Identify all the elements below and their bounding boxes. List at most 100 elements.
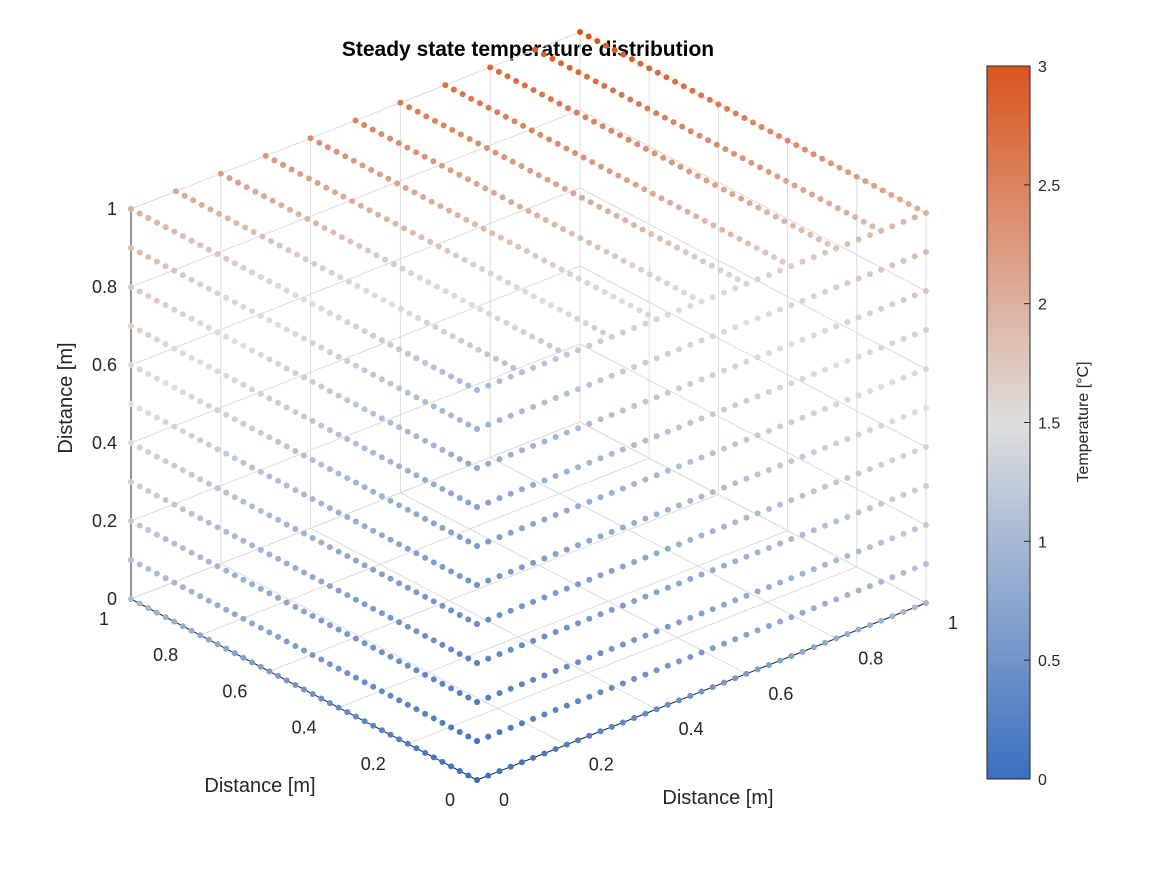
data-point	[233, 220, 240, 226]
data-point	[541, 257, 548, 264]
data-point	[387, 536, 394, 543]
data-point	[205, 558, 212, 565]
data-point	[783, 177, 789, 184]
data-point	[214, 329, 221, 336]
data-point	[387, 731, 394, 738]
data-point	[698, 298, 705, 305]
data-point	[458, 337, 465, 344]
data-point	[335, 353, 342, 360]
data-point	[534, 212, 541, 219]
data-point	[741, 115, 748, 121]
data-point	[788, 302, 795, 309]
z-tick-label: 0.4	[92, 433, 117, 453]
data-point	[674, 244, 681, 251]
data-point	[715, 101, 722, 108]
data-point	[732, 324, 739, 331]
data-point	[549, 261, 556, 268]
data-point	[914, 205, 921, 212]
data-point	[900, 491, 907, 498]
data-point	[240, 303, 247, 310]
data-point	[259, 233, 266, 240]
data-point	[807, 231, 814, 238]
data-point	[276, 242, 283, 249]
data-point	[687, 302, 694, 309]
data-point	[162, 302, 169, 309]
data-point	[335, 704, 342, 711]
data-point	[878, 578, 885, 585]
data-point	[387, 692, 394, 699]
data-point	[371, 292, 378, 299]
data-point	[577, 29, 583, 35]
data-point	[490, 189, 497, 196]
data-point	[448, 490, 455, 497]
data-point	[344, 514, 351, 521]
data-point	[492, 355, 499, 362]
data-point	[698, 415, 705, 422]
data-point	[676, 346, 682, 353]
data-point	[430, 637, 437, 644]
data-point	[709, 294, 716, 301]
data-point	[855, 431, 862, 438]
y-tick-label: 0.4	[679, 719, 704, 739]
data-point	[601, 82, 608, 89]
data-point	[889, 301, 896, 308]
data-point	[326, 427, 333, 434]
data-point	[539, 91, 546, 98]
data-point	[485, 538, 492, 545]
data-point	[552, 629, 559, 635]
data-point	[136, 405, 143, 412]
data-point	[676, 502, 682, 509]
data-point	[878, 617, 885, 624]
data-point	[352, 362, 359, 369]
data-point	[145, 410, 152, 416]
data-point	[642, 593, 649, 600]
data-point	[556, 306, 563, 313]
data-point	[344, 436, 351, 443]
data-point	[597, 689, 604, 696]
data-point	[309, 652, 316, 658]
data-point	[764, 209, 770, 216]
z-tick-label: 0.8	[92, 277, 117, 297]
data-point	[301, 647, 307, 654]
data-point	[406, 104, 413, 111]
data-point	[507, 724, 514, 731]
data-point	[552, 707, 559, 713]
grid-line	[130, 265, 581, 444]
data-point	[900, 530, 907, 537]
data-point	[888, 191, 895, 198]
data-point	[537, 131, 544, 138]
data-point	[721, 406, 727, 413]
data-point	[485, 616, 492, 623]
data-point	[352, 479, 359, 486]
data-point	[777, 540, 784, 547]
data-point	[530, 520, 537, 527]
data-point	[448, 607, 455, 614]
data-point	[757, 164, 763, 171]
data-point	[439, 446, 446, 453]
grid-lines	[130, 31, 927, 781]
data-point	[432, 324, 439, 330]
data-point	[448, 529, 455, 536]
data-point	[275, 321, 282, 328]
data-point	[404, 389, 411, 396]
grid-line	[130, 421, 581, 600]
data-point	[855, 392, 862, 399]
data-point	[432, 117, 438, 124]
data-point	[275, 672, 282, 679]
grid-line	[407, 566, 857, 745]
data-point	[378, 376, 385, 383]
data-point	[370, 566, 377, 573]
data-point	[370, 527, 377, 534]
data-point	[235, 179, 242, 186]
data-point	[923, 210, 929, 216]
data-point	[664, 662, 671, 669]
data-point	[477, 306, 484, 313]
data-point	[586, 342, 593, 349]
data-point	[518, 369, 525, 376]
data-point	[223, 645, 230, 652]
data-point	[352, 117, 359, 124]
data-point	[664, 584, 671, 591]
data-point	[283, 365, 290, 372]
data-point	[788, 380, 795, 387]
data-point	[396, 736, 403, 743]
